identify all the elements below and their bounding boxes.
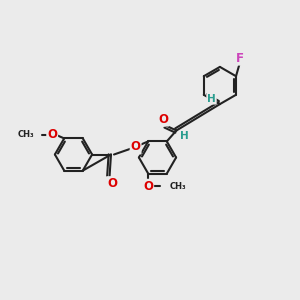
Text: O: O [158, 112, 169, 126]
Text: O: O [107, 177, 117, 190]
Text: CH₃: CH₃ [18, 130, 34, 139]
Text: O: O [47, 128, 57, 141]
Text: CH₃: CH₃ [169, 182, 186, 191]
Text: O: O [130, 140, 141, 154]
Text: H: H [207, 94, 216, 104]
Text: O: O [143, 180, 153, 193]
Text: H: H [180, 131, 189, 141]
Text: F: F [236, 52, 244, 65]
